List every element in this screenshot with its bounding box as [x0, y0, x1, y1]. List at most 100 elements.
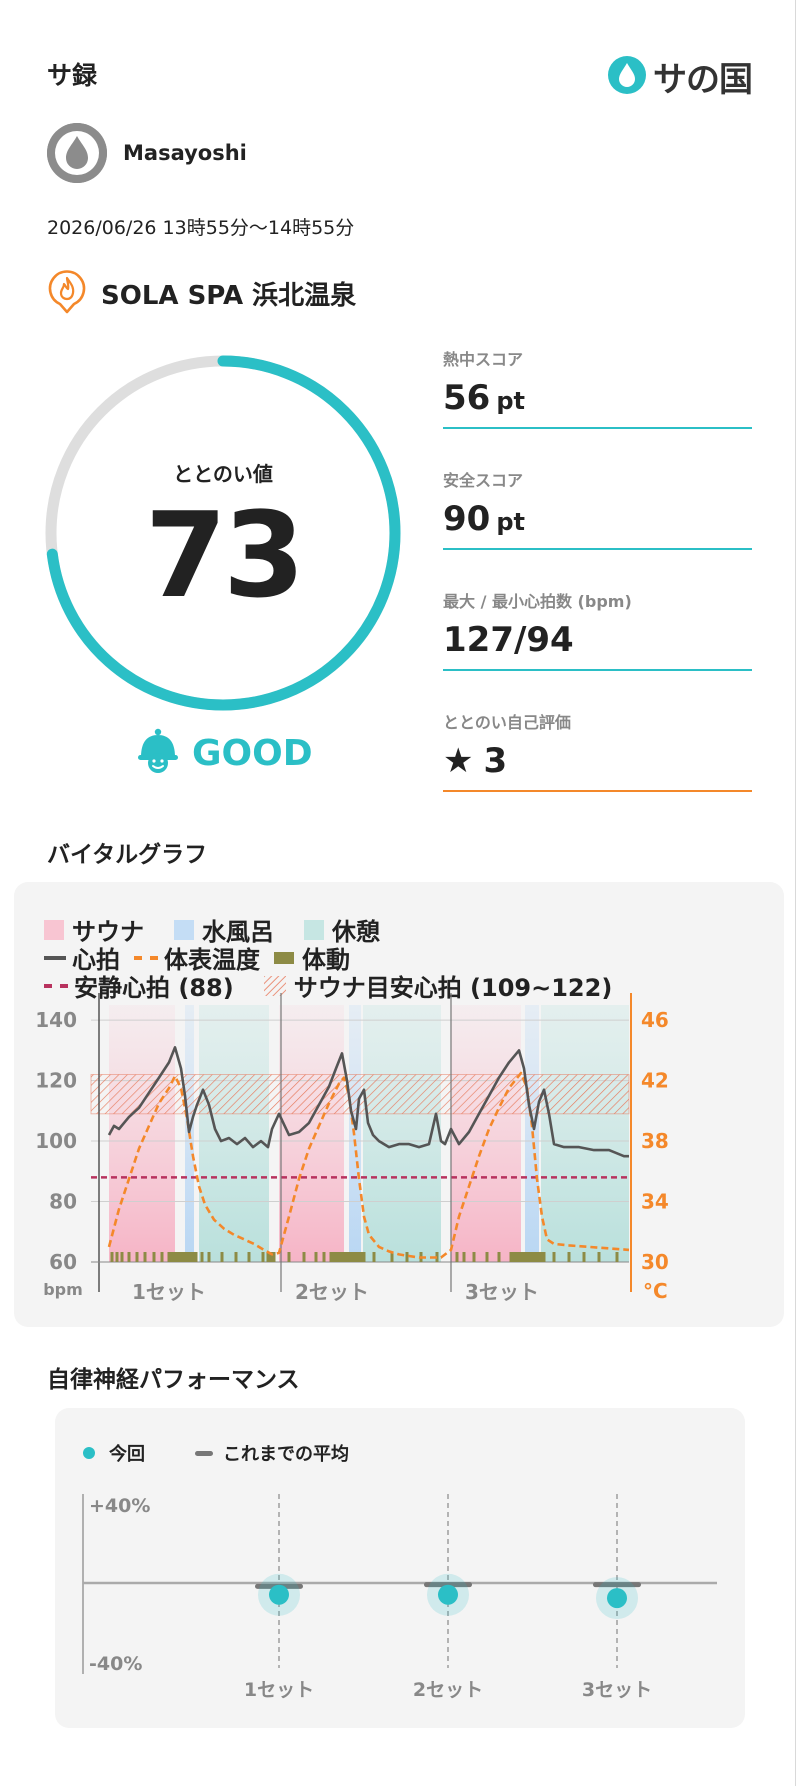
resting-hr-swatch: [44, 983, 68, 988]
movement-mark: [542, 1252, 546, 1262]
legend-body-temp: 体表温度: [134, 940, 260, 975]
totonoi-label: ととのい値: [173, 462, 273, 486]
user-name: Masayoshi: [123, 141, 247, 165]
movement-mark: [143, 1252, 147, 1262]
left-tick-label: 60: [49, 1250, 77, 1274]
water-drop-icon: [607, 55, 647, 99]
stat-label: 最大 / 最小心拍数 (bpm): [443, 592, 632, 611]
movement-mark: [329, 1252, 333, 1262]
sauna-flame-pin-icon: [47, 268, 87, 318]
movement-mark: [350, 1252, 354, 1262]
movement-mark: [372, 1252, 376, 1262]
legend-rest: 休憩: [304, 912, 380, 947]
right-tick-label: 30: [641, 1250, 669, 1274]
rating-badge: GOOD: [136, 727, 313, 779]
movement-mark: [539, 1252, 543, 1262]
stat-unit: pt: [496, 508, 525, 536]
ans-section-title: 自律神経パフォーマンス: [47, 1367, 300, 1393]
movement-mark: [127, 1252, 131, 1262]
ans-y-bottom-label: -40%: [89, 1653, 142, 1675]
movement-mark: [347, 1252, 351, 1262]
movement-mark: [472, 1252, 476, 1262]
movement-mark: [552, 1252, 556, 1262]
rating-text: GOOD: [192, 732, 313, 774]
phase-band-rest: [199, 1005, 269, 1262]
ans-current-point: [607, 1588, 627, 1609]
avatar[interactable]: [47, 123, 107, 183]
stat-self-rating[interactable]: ととのい自己評価 ★ 3: [443, 709, 752, 793]
movement-mark: [533, 1252, 537, 1262]
stat-safety-score: 安全スコア 90 pt: [443, 467, 752, 551]
legend-label: 心拍: [72, 946, 120, 974]
totonoi-score-ring: [45, 355, 401, 711]
ans-legend: 今回 これまでの平均: [83, 1440, 349, 1466]
brand-logo[interactable]: サの国: [607, 52, 753, 101]
movement-mark: [322, 1252, 326, 1262]
movement-mark: [115, 1252, 119, 1262]
ans-chart: +40% -40% 1セット 2セット 3セット: [82, 1494, 717, 1701]
ans-current-point: [269, 1584, 289, 1605]
phase-band-sauna: [109, 1005, 175, 1262]
heart-rate-swatch: [44, 955, 66, 960]
stat-number: 3: [483, 741, 508, 781]
stat-number: 56: [443, 378, 491, 418]
sauna-target-band: [90, 1074, 630, 1115]
vital-graph-card: サウナ 水風呂 休憩 心拍 体表温度 体動 安静心拍 (88) サウナ目安心拍 …: [14, 882, 784, 1327]
legend-label: 体動: [302, 946, 350, 974]
movement-mark: [353, 1252, 357, 1262]
movement-mark: [176, 1252, 180, 1262]
movement-mark: [302, 1252, 306, 1262]
facility-name: SOLA SPA 浜北温泉: [101, 280, 357, 311]
stat-number: 127/94: [443, 620, 574, 660]
movement-swatch: [274, 951, 294, 964]
stat-number: 90: [443, 499, 491, 539]
movement-mark: [173, 1252, 177, 1262]
movement-mark: [135, 1252, 139, 1262]
facility-row[interactable]: SOLA SPA 浜北温泉: [47, 268, 356, 318]
bell-face-icon: [136, 727, 180, 779]
movement-mark: [435, 1252, 439, 1262]
movement-mark: [462, 1252, 466, 1262]
vital-section-title: バイタルグラフ: [47, 842, 208, 868]
movement-mark: [344, 1252, 348, 1262]
movement-mark: [582, 1252, 586, 1262]
movement-mark: [530, 1252, 534, 1262]
current-dot-icon: [83, 1447, 95, 1459]
legend-cold-bath: 水風呂: [174, 912, 274, 947]
legend-sauna: サウナ: [44, 912, 144, 947]
movement-mark: [497, 1252, 501, 1262]
stat-value: 56 pt: [443, 378, 752, 427]
movement-mark: [509, 1252, 513, 1262]
stat-label: ととのい自己評価: [443, 713, 571, 732]
vital-legend-row-3: 安静心拍 (88) サウナ目安心拍 (109~122): [44, 968, 642, 1003]
logo-text: サの国: [653, 60, 753, 100]
phase-band-rest: [541, 1005, 629, 1262]
movement-mark: [170, 1252, 174, 1262]
left-tick-label: 140: [35, 1008, 77, 1032]
movement-mark: [335, 1252, 339, 1262]
movement-mark: [272, 1252, 276, 1262]
movement-mark: [536, 1252, 540, 1262]
ans-current-point: [438, 1584, 458, 1605]
movement-mark: [220, 1252, 224, 1262]
drop-avatar-icon: [47, 123, 107, 183]
totonoi-value: 73: [144, 486, 305, 624]
average-dash-icon: [195, 1450, 213, 1456]
legend-label: 水風呂: [202, 918, 274, 946]
legend-sauna-target: サウナ目安心拍 (109~122): [263, 968, 612, 1003]
legend-movement: 体動: [274, 940, 350, 975]
left-axis-unit: bpm: [43, 1280, 83, 1299]
user-row[interactable]: Masayoshi: [47, 123, 247, 183]
movement-mark: [191, 1252, 195, 1262]
movement-mark: [362, 1252, 366, 1262]
vital-legend-row-2: 心拍 体表温度 体動: [44, 940, 380, 975]
scroll-edge-divider: [795, 0, 796, 1786]
hatch-swatch: [263, 975, 286, 996]
page-title: サ録: [47, 61, 98, 90]
legend-average-label: これまでの平均: [223, 1444, 349, 1465]
ans-performance-card: 今回 これまでの平均 +40% -40% 1セット 2セット 3セット: [55, 1408, 745, 1728]
right-tick-label: 38: [641, 1129, 669, 1153]
movement-mark: [338, 1252, 342, 1262]
movement-mark: [200, 1252, 204, 1262]
